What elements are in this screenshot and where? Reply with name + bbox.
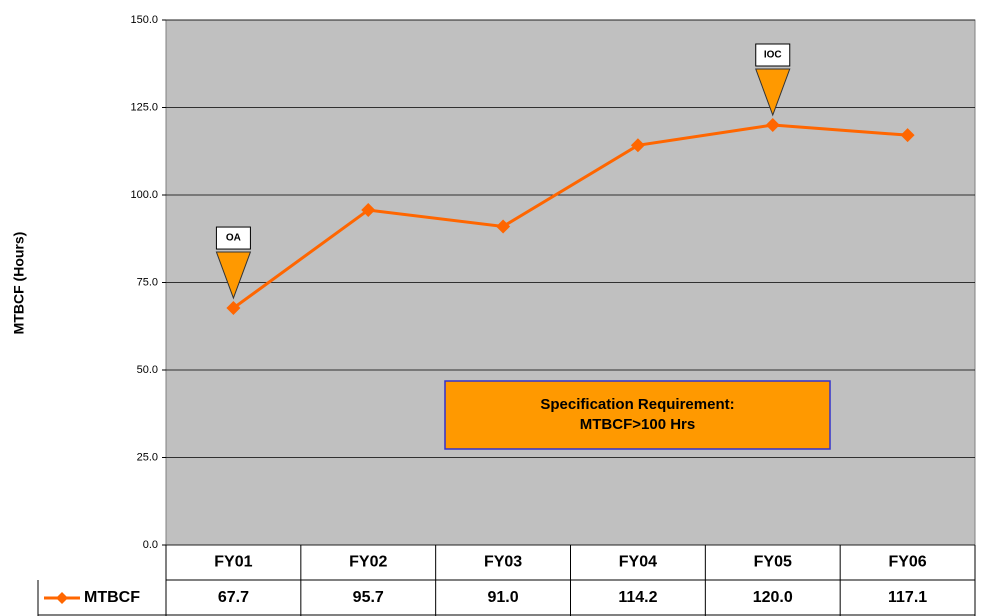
data-point (630, 138, 645, 153)
note-box (444, 380, 831, 450)
legend-label: MTBCF (84, 589, 140, 606)
x-tick-label: FY05 (754, 554, 792, 571)
x-tick-label: FY03 (484, 554, 522, 571)
annotation-box (215, 226, 251, 250)
y-tick-label: 0.0 (143, 539, 158, 551)
annotation-box (755, 43, 791, 67)
table-value: 120.0 (753, 589, 793, 606)
table-value: 67.7 (218, 589, 249, 606)
x-tick-label: FY01 (214, 554, 252, 571)
data-point (900, 128, 915, 143)
y-tick-label: 50.0 (137, 364, 158, 376)
y-tick-label: 150.0 (130, 14, 158, 26)
y-tick-label: 75.0 (137, 276, 158, 288)
annotation-arrow (215, 251, 252, 300)
table-value: 91.0 (488, 589, 519, 606)
y-tick-label: 100.0 (130, 189, 158, 201)
y-axis-label: MTBCF (Hours) (11, 232, 27, 335)
note-text: Specification Requirement: (540, 396, 734, 413)
table-value: 117.1 (888, 589, 927, 606)
data-point (361, 203, 376, 218)
data-point (765, 118, 780, 132)
y-tick-label: 125.0 (130, 101, 158, 113)
note-text: MTBCF>100 Hrs (580, 416, 695, 433)
x-tick-label: FY06 (888, 554, 926, 571)
annotation-text: OA (226, 233, 241, 244)
table-value: 95.7 (353, 589, 384, 606)
data-point (226, 301, 241, 316)
data-point (496, 219, 511, 234)
legend-swatch (56, 592, 68, 604)
annotation-text: IOC (764, 50, 782, 61)
table-value: 114.2 (618, 589, 657, 606)
annotation-arrow (755, 68, 791, 117)
x-tick-label: FY04 (619, 554, 657, 571)
y-tick-label: 25.0 (137, 451, 158, 463)
series-line (232, 123, 908, 310)
x-tick-label: FY02 (349, 554, 387, 571)
